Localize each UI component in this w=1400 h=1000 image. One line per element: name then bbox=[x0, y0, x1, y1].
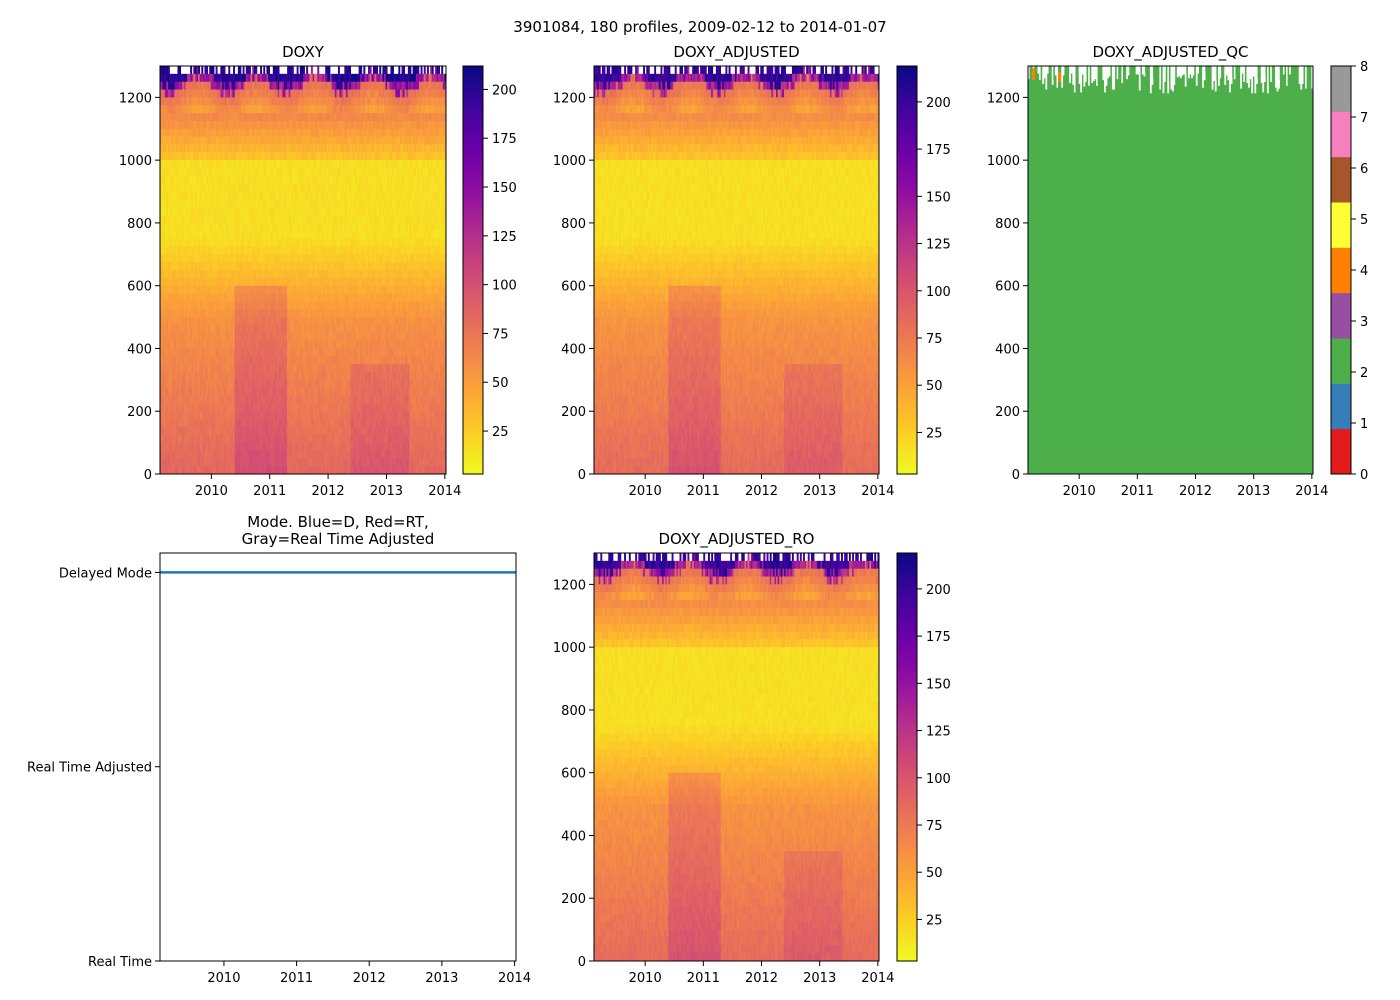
heatmap-cell bbox=[168, 66, 170, 74]
heatmap-cell bbox=[190, 66, 192, 74]
panel-doxy: DOXY255075100125150175200020040060080010… bbox=[119, 43, 517, 499]
panels: DOXY255075100125150175200020040060080010… bbox=[27, 43, 1368, 986]
heatmap-cell bbox=[198, 66, 200, 74]
heatmap-cells bbox=[160, 66, 446, 474]
heatmap-cell bbox=[201, 66, 203, 74]
figure: 3901084, 180 profiles, 2009-02-12 to 201… bbox=[0, 0, 1400, 1000]
heatmap-cell bbox=[179, 66, 181, 74]
figure-suptitle: 3901084, 180 profiles, 2009-02-12 to 201… bbox=[513, 18, 886, 36]
panel-title: DOXY bbox=[282, 43, 325, 61]
